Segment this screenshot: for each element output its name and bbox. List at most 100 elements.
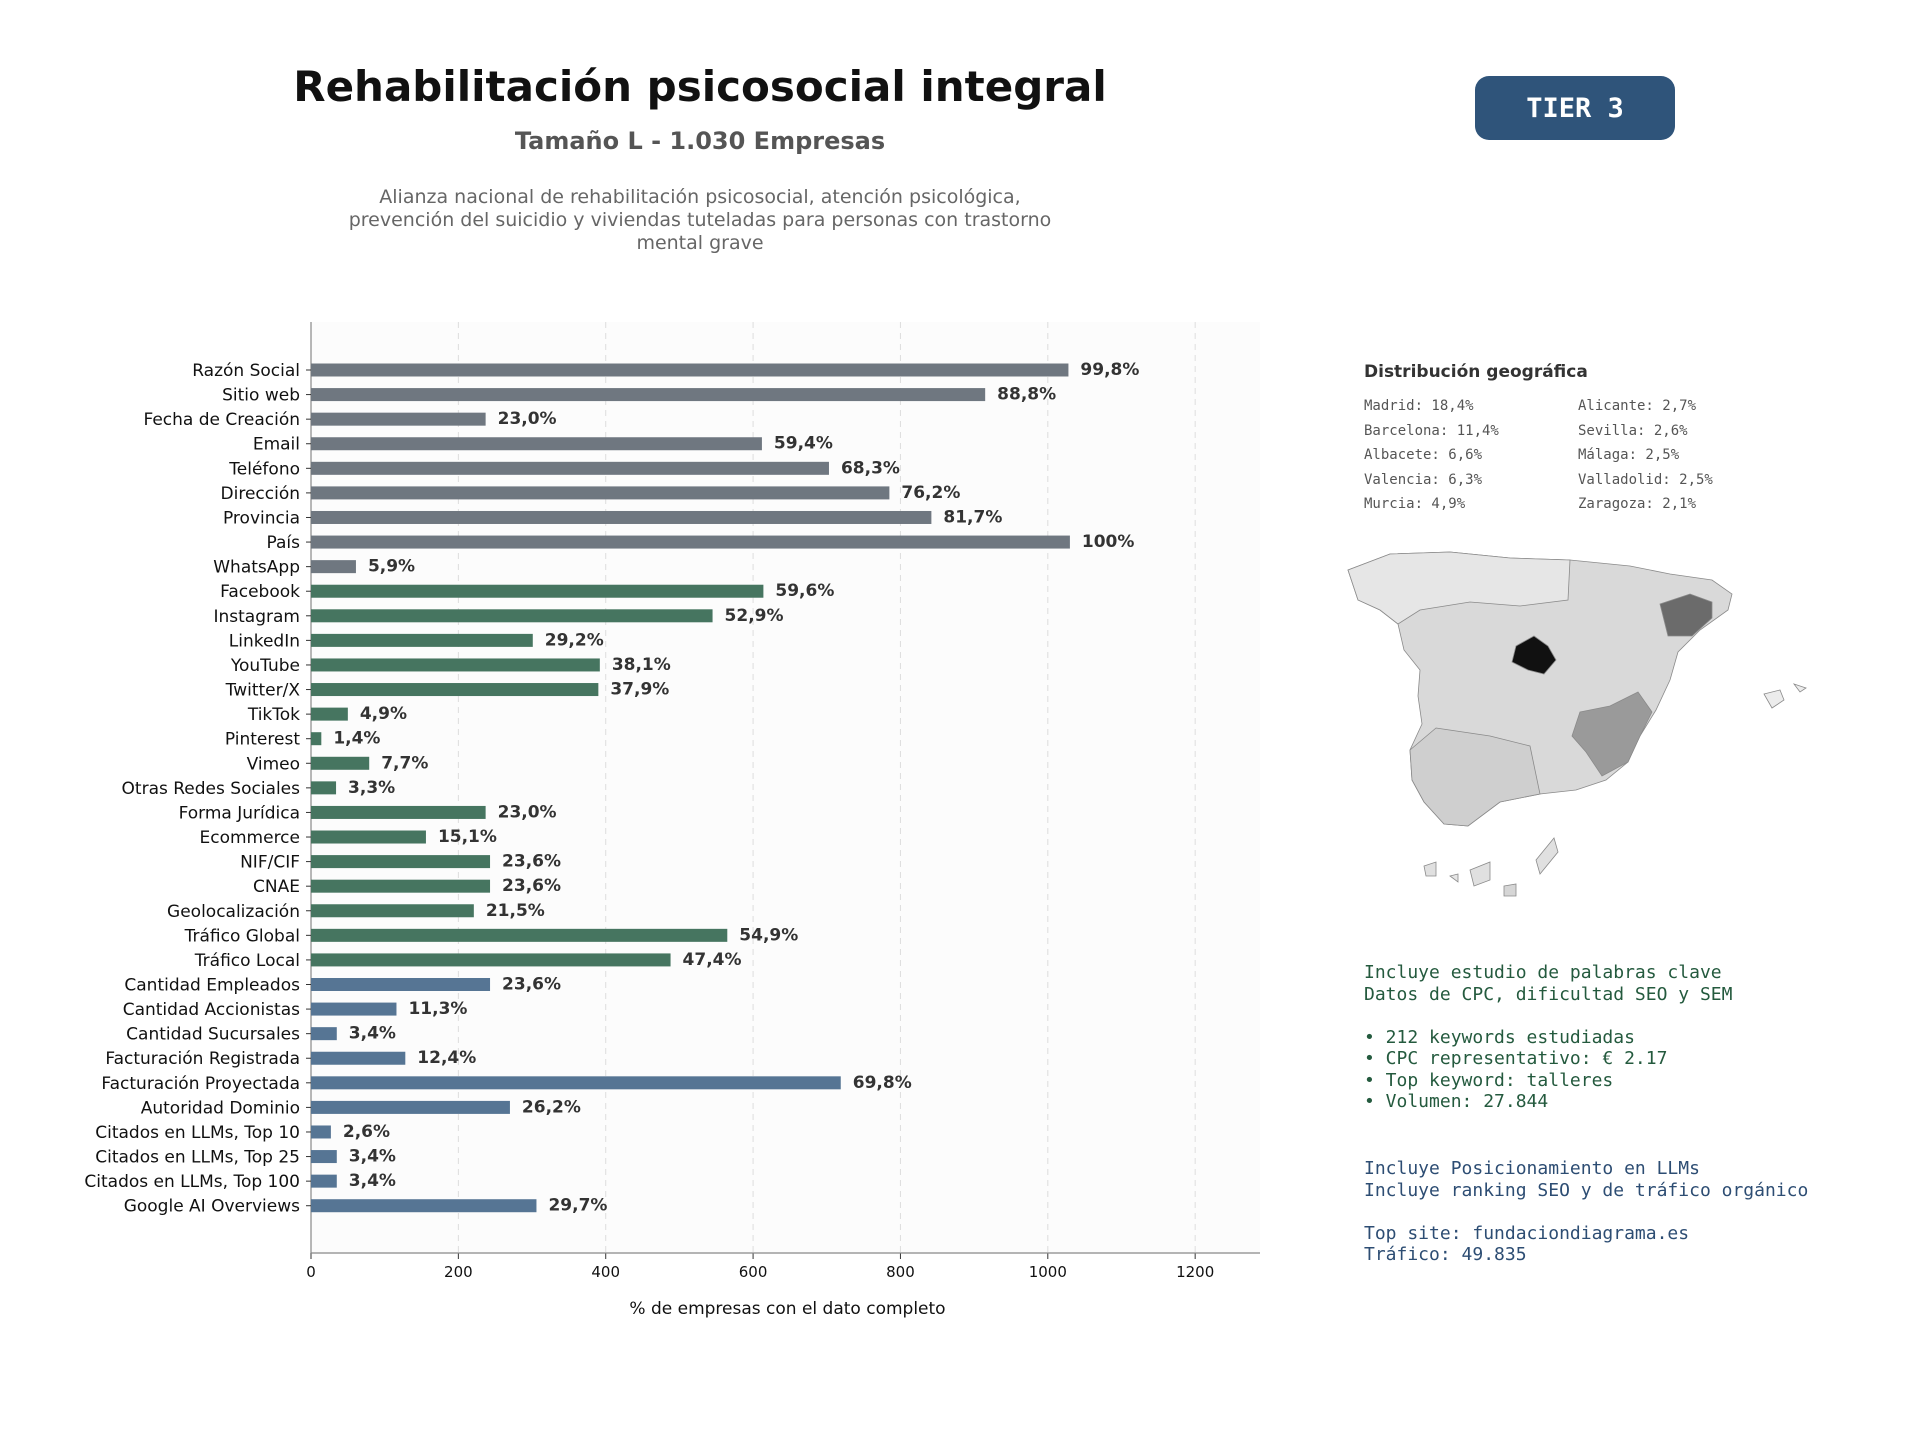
geo-item: Valladolid: 2,5% — [1578, 471, 1713, 488]
category-label: Citados en LLMs, Top 100 — [84, 1172, 300, 1192]
bar — [311, 510, 932, 524]
bar — [311, 388, 986, 402]
geo-item: Madrid: 18,4% — [1364, 398, 1474, 414]
category-label: TikTok — [247, 705, 300, 725]
data-label: 4,9% — [360, 704, 407, 724]
data-label: 37,9% — [610, 680, 669, 700]
bar — [311, 1125, 331, 1139]
data-label: 7,7% — [381, 753, 428, 773]
bar — [311, 855, 491, 869]
category-label: Cantidad Sucursales — [126, 1025, 300, 1045]
top-site: Top site: fundaciondiagrama.es — [1364, 1222, 1690, 1244]
x-tick-label: 1200 — [1176, 1263, 1214, 1281]
seo-block: Incluye estudio de palabras clave Datos … — [1364, 962, 1732, 1113]
data-label: 21,5% — [486, 901, 545, 921]
category-label: Twitter/X — [225, 681, 301, 701]
data-label: 54,9% — [739, 925, 798, 945]
x-tick-label: 1000 — [1029, 1263, 1067, 1281]
map-region-north — [1347, 551, 1571, 625]
data-label: 2,6% — [343, 1122, 390, 1142]
x-tick-label: 600 — [739, 1263, 768, 1281]
bar — [311, 535, 1070, 549]
bar — [311, 560, 356, 574]
data-label: 100% — [1082, 532, 1135, 552]
category-label: Citados en LLMs, Top 10 — [95, 1123, 300, 1143]
x-tick-label: 800 — [886, 1263, 915, 1281]
bar — [311, 879, 491, 893]
data-label: 76,2% — [901, 483, 960, 503]
llm-line: Incluye ranking SEO y de tráfico orgánic… — [1364, 1179, 1809, 1201]
category-label: NIF/CIF — [240, 853, 300, 873]
geo-item: Zaragoza: 2,1% — [1578, 496, 1697, 512]
category-label: Cantidad Accionistas — [123, 1000, 300, 1020]
geo-item: Murcia: 4,9% — [1364, 496, 1466, 512]
geo-item: Málaga: 2,5% — [1578, 447, 1680, 463]
data-label: 81,7% — [943, 507, 1002, 527]
category-label: Forma Jurídica — [179, 803, 300, 823]
seo-bullet: • CPC representativo: € 2.17 — [1364, 1048, 1668, 1069]
data-label: 68,3% — [841, 458, 900, 478]
data-label: 23,6% — [502, 852, 561, 872]
bar — [311, 486, 890, 500]
bar — [311, 1150, 337, 1164]
bar — [311, 756, 370, 770]
bar — [311, 1100, 510, 1114]
category-label: Razón Social — [192, 361, 300, 381]
llm-line: Incluye Posicionamiento en LLMs — [1364, 1158, 1700, 1179]
map-region-canary-3 — [1469, 861, 1491, 887]
data-label: 52,9% — [725, 606, 784, 626]
x-axis-label: % de empresas con el dato completo — [629, 1299, 945, 1319]
category-label: Ecommerce — [200, 828, 301, 848]
category-label: Email — [253, 435, 300, 455]
bar — [311, 412, 486, 426]
map-region-canary-4 — [1503, 883, 1517, 897]
bar-chart: 0 200 400 600 800 1000 1200 % de empresas con e… — [84, 322, 1260, 1319]
category-label: Provincia — [223, 508, 300, 528]
data-label: 11,3% — [408, 999, 467, 1019]
data-label: 23,6% — [502, 876, 561, 896]
category-label: Instagram — [214, 607, 301, 627]
category-label: CNAE — [253, 877, 300, 897]
bar — [311, 363, 1069, 377]
data-label: 29,7% — [548, 1196, 607, 1216]
bar — [311, 805, 486, 819]
bar — [311, 437, 762, 451]
map-region-catalonia — [1659, 593, 1713, 637]
bar — [311, 732, 322, 746]
data-label: 99,8% — [1080, 360, 1139, 380]
bar — [311, 928, 728, 942]
bar — [311, 1174, 337, 1188]
bar — [311, 953, 671, 967]
map-region-canary-2 — [1449, 873, 1459, 883]
data-label: 3,4% — [349, 1024, 396, 1044]
map-region-balearic — [1763, 689, 1785, 709]
seo-bullet: • 212 keywords estudiadas — [1364, 1026, 1635, 1048]
bar — [311, 707, 348, 721]
seo-bullet: • Volumen: 27.844 — [1364, 1091, 1549, 1112]
data-label: 88,8% — [997, 385, 1056, 405]
category-label: Tráfico Local — [194, 951, 300, 971]
data-label: 23,0% — [498, 409, 557, 429]
bar — [311, 683, 599, 697]
bar — [311, 461, 829, 475]
category-label: Vimeo — [247, 754, 300, 774]
bar — [311, 904, 474, 918]
data-label: 3,3% — [348, 778, 395, 798]
map-region-madrid — [1511, 635, 1557, 675]
data-label: 59,4% — [774, 434, 833, 454]
spain-map — [1347, 551, 1807, 897]
category-label: Geolocalización — [167, 902, 300, 922]
category-label: Pinterest — [225, 730, 300, 750]
seo-bullet: • Top keyword: talleres — [1364, 1069, 1614, 1091]
data-label: 23,0% — [498, 802, 557, 822]
tier-badge: TIER 3 — [1475, 76, 1675, 140]
data-label: 47,4% — [683, 950, 742, 970]
data-label: 3,4% — [349, 1171, 396, 1191]
data-label: 69,8% — [853, 1073, 912, 1093]
page-subtitle: Tamaño L - 1.030 Empresas — [514, 127, 886, 155]
category-label: Sitio web — [222, 386, 300, 406]
x-tick-label: 200 — [444, 1263, 473, 1281]
category-label: LinkedIn — [229, 631, 300, 651]
geo-item: Alicante: 2,7% — [1578, 398, 1697, 414]
category-label: YouTube — [230, 656, 300, 676]
